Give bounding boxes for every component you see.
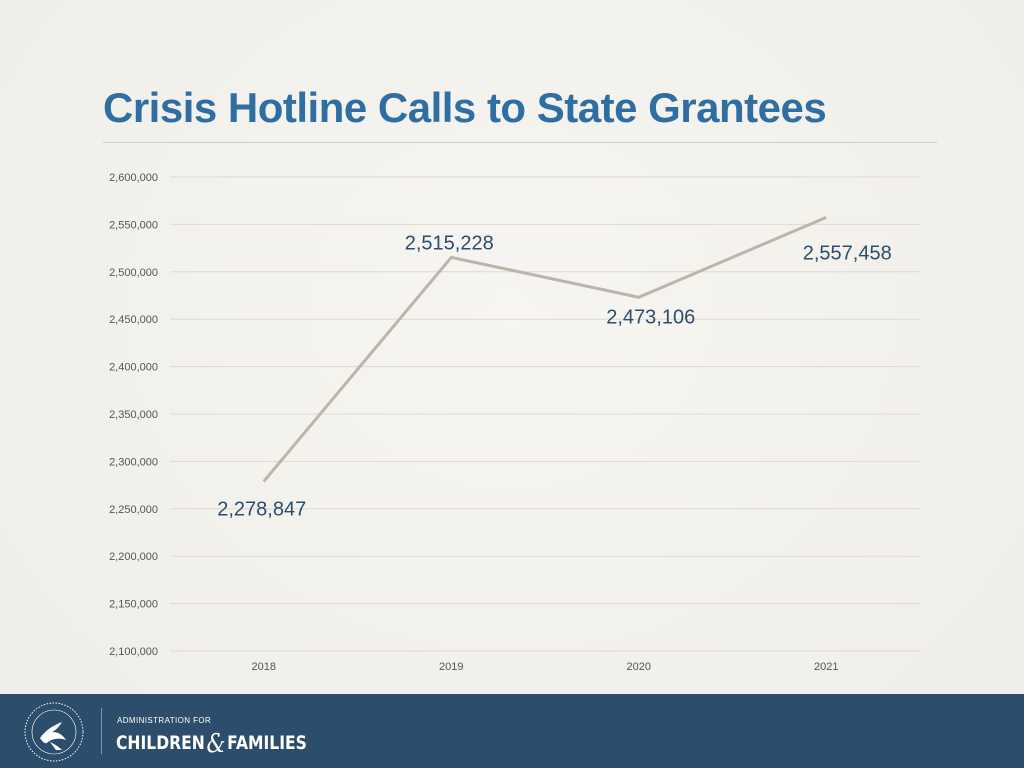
y-tick-label: 2,550,000 — [109, 219, 158, 231]
data-label: 2,278,847 — [217, 498, 306, 520]
line-chart: 2,100,000 2,150,000 2,200,000 2,250,000 2,30… — [109, 172, 920, 673]
gridlines — [170, 176, 920, 652]
org-name-line1: ADMINISTRATION FOR — [117, 716, 212, 725]
org-ampersand: & — [206, 729, 226, 759]
y-tick-label: 2,400,000 — [109, 362, 158, 374]
footer-bar: ADMINISTRATION FOR CHILDREN&FAMILIES — [0, 694, 1024, 768]
y-tick-label: 2,150,000 — [109, 599, 158, 611]
data-labels: 2,278,847 2,515,228 2,473,106 2,557,458 — [217, 232, 891, 520]
x-tick-label: 2020 — [627, 661, 651, 673]
title-divider — [103, 142, 937, 143]
y-tick-label: 2,450,000 — [109, 314, 158, 326]
y-tick-label: 2,100,000 — [109, 646, 158, 658]
x-tick-label: 2021 — [814, 661, 838, 673]
series — [262, 215, 827, 483]
org-logo-text: CHILDREN&FAMILIES — [116, 726, 307, 759]
y-tick-label: 2,300,000 — [109, 456, 158, 468]
y-tick-label: 2,250,000 — [109, 504, 158, 516]
data-label: 2,557,458 — [803, 242, 892, 264]
org-word-children: CHILDREN — [116, 732, 205, 754]
data-label: 2,473,106 — [606, 306, 695, 328]
y-tick-label: 2,600,000 — [109, 172, 158, 184]
y-tick-label: 2,350,000 — [109, 409, 158, 421]
y-tick-label: 2,500,000 — [109, 267, 158, 279]
footer-divider — [101, 708, 102, 754]
x-tick-label: 2019 — [439, 661, 463, 673]
data-label: 2,515,228 — [405, 232, 494, 254]
hhs-eagle-seal-icon — [24, 702, 84, 762]
x-axis-ticks: 2018 2019 2020 2021 — [252, 661, 839, 673]
series-line — [262, 215, 827, 483]
x-tick-label: 2018 — [252, 661, 276, 673]
org-word-families: FAMILIES — [227, 732, 307, 754]
y-tick-label: 2,200,000 — [109, 551, 158, 563]
y-axis-ticks: 2,100,000 2,150,000 2,200,000 2,250,000 2,30… — [109, 172, 158, 658]
page-title: Crisis Hotline Calls to State Grantees — [103, 84, 827, 131]
